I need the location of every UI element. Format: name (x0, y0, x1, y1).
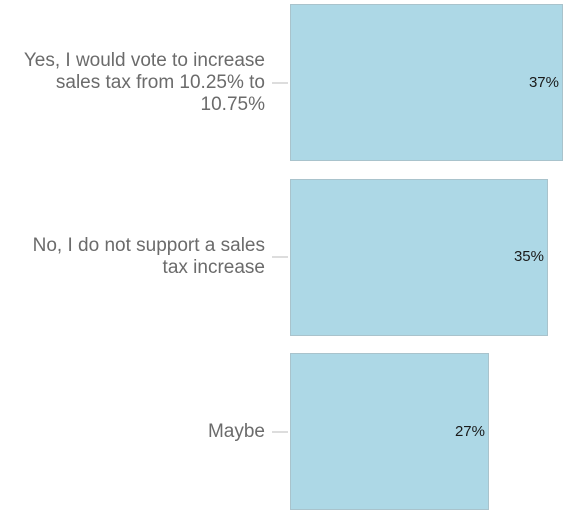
category-tick-0 (272, 81, 288, 84)
category-tick-1 (272, 256, 288, 258)
data-label-2: 27% (454, 423, 485, 440)
category-label-2: Maybe (207, 421, 265, 442)
data-label-0: 37% (528, 74, 559, 91)
category-label-1: No, I do not support a sales tax increas… (32, 235, 265, 278)
data-label-1: 35% (513, 248, 544, 265)
bar-1 (290, 178, 548, 336)
category-tick-2 (272, 430, 288, 433)
bar-0 (290, 4, 563, 161)
category-label-0: Yes, I would vote to increase sales tax … (23, 50, 265, 115)
